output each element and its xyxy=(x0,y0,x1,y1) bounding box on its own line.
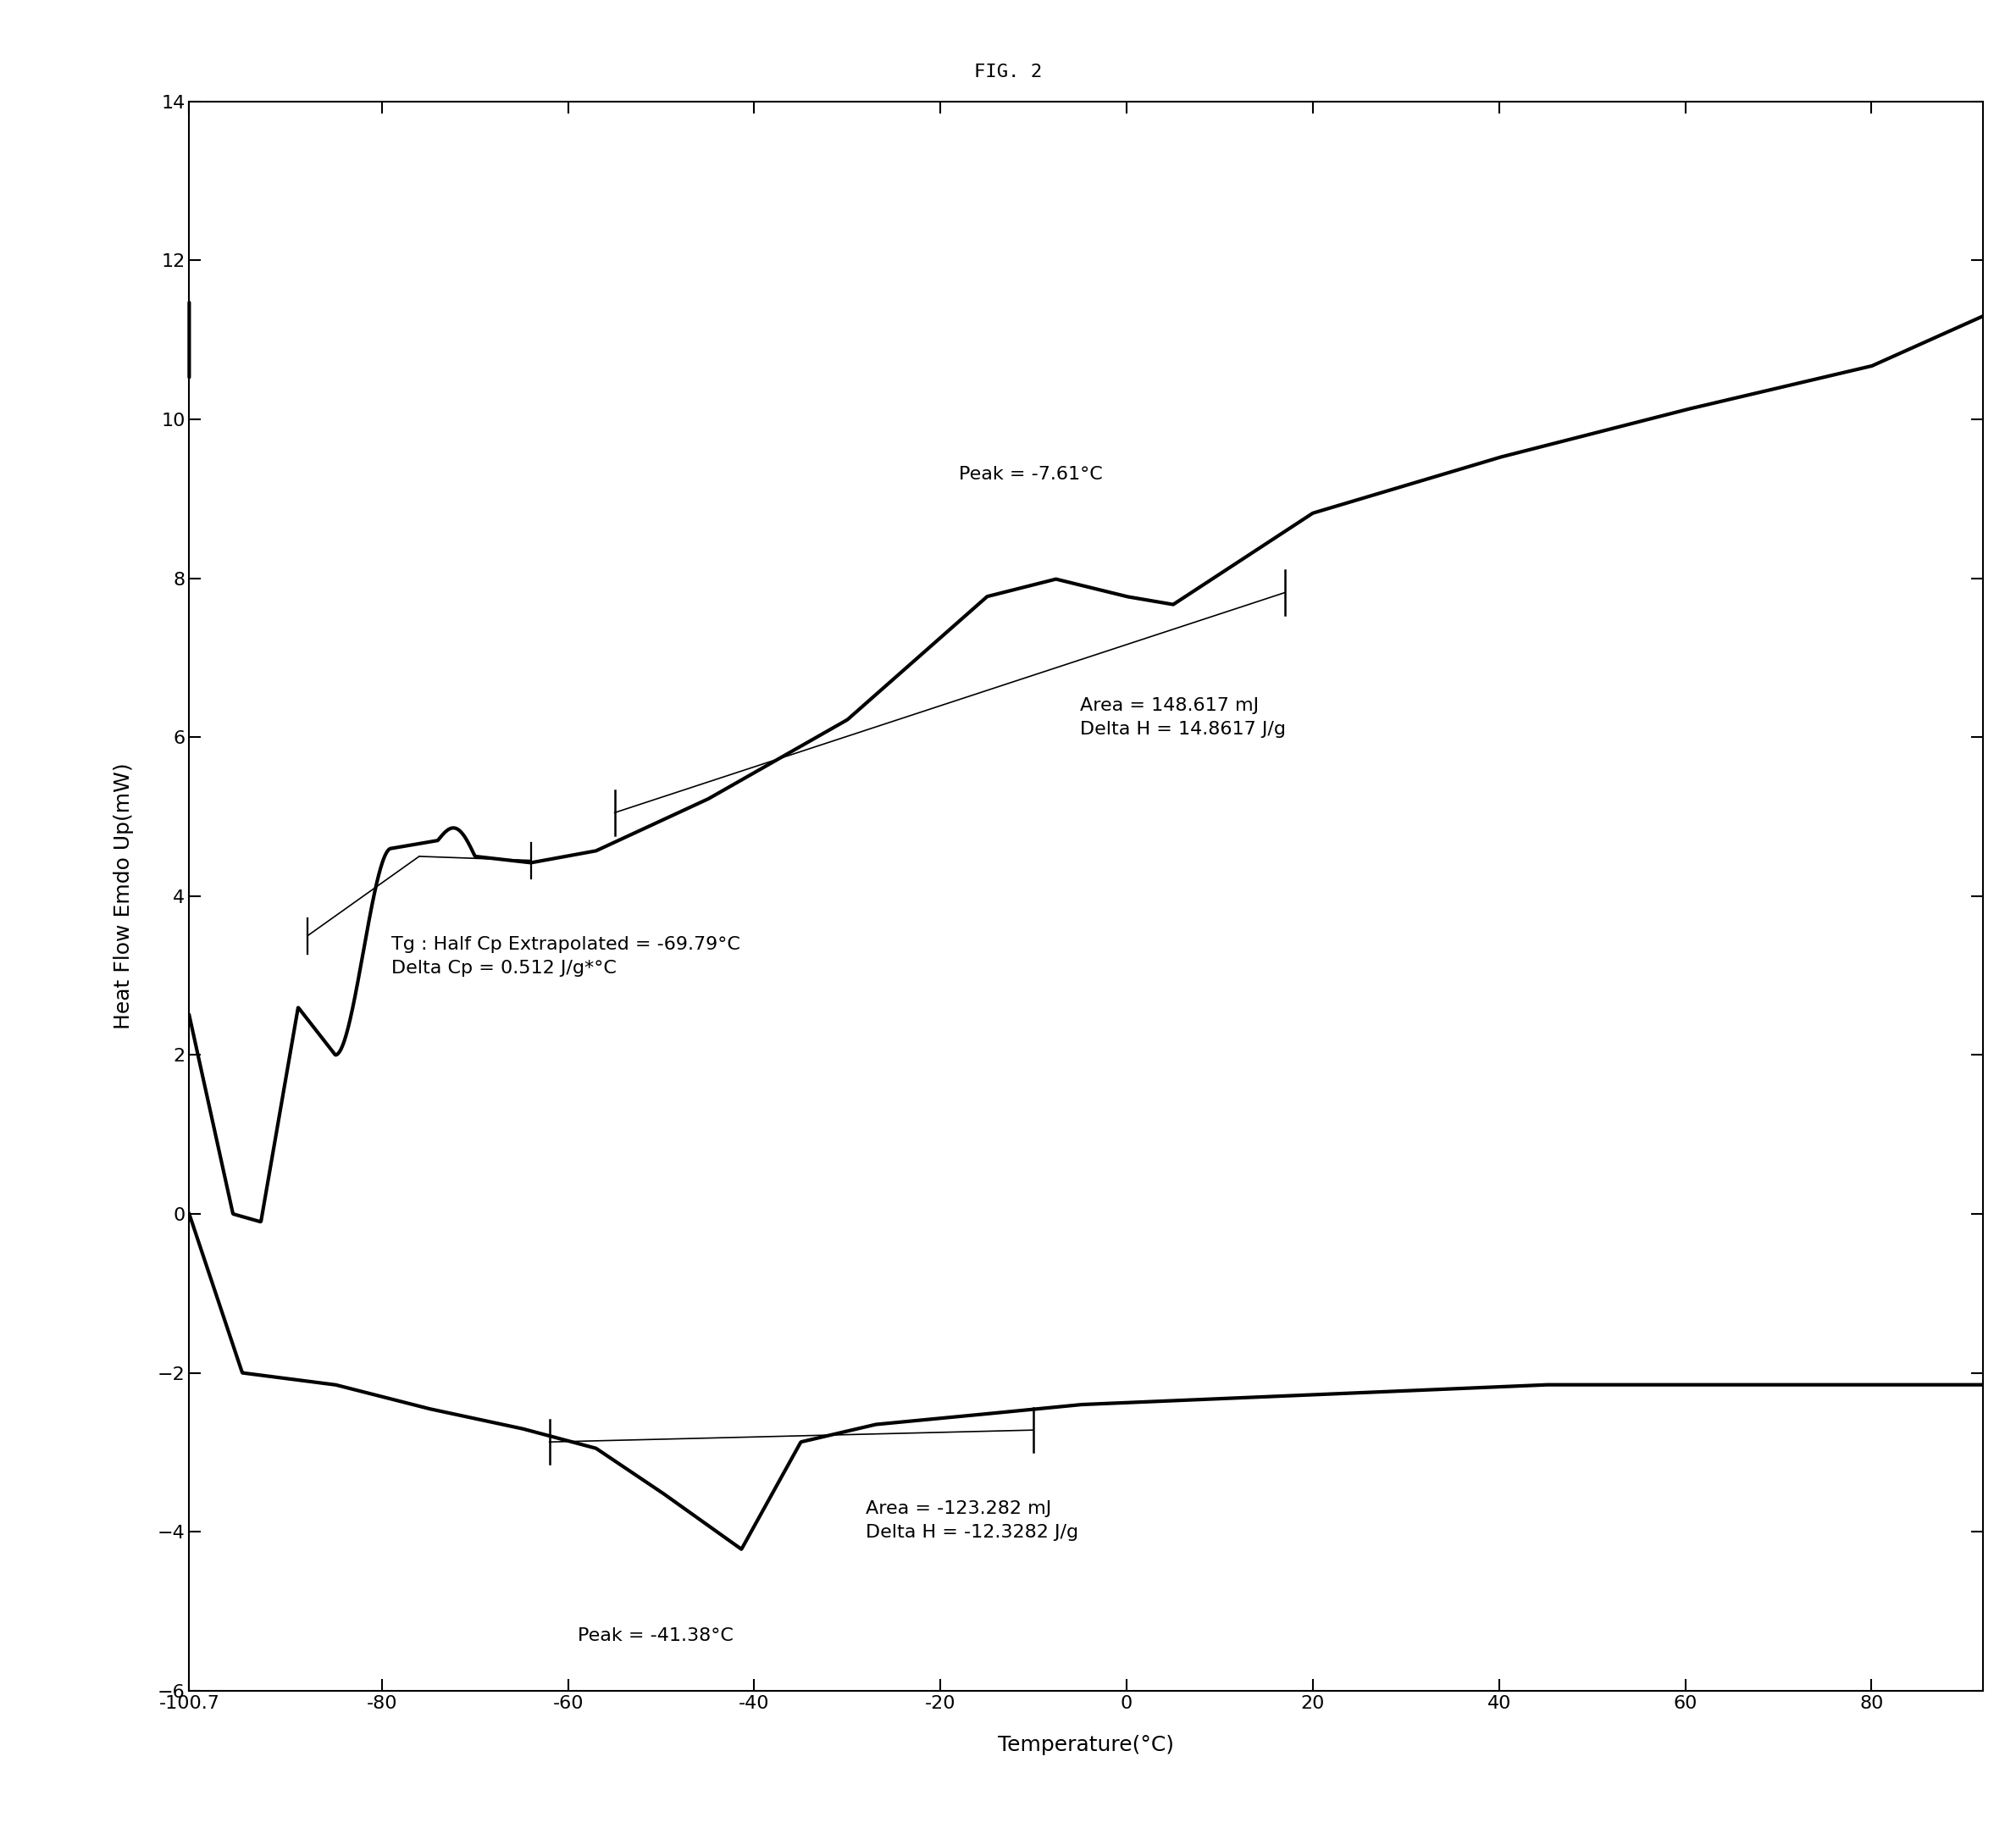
Text: Peak = -7.61°C: Peak = -7.61°C xyxy=(960,467,1103,483)
Text: Peak = -41.38°C: Peak = -41.38°C xyxy=(577,1628,734,1644)
Text: FIG. 2: FIG. 2 xyxy=(974,64,1042,80)
X-axis label: Temperature(°C): Temperature(°C) xyxy=(998,1735,1173,1756)
Text: Tg : Half Cp Extrapolated = -69.79°C
Delta Cp = 0.512 J/g*°C: Tg : Half Cp Extrapolated = -69.79°C Del… xyxy=(391,935,740,977)
Text: Area = 148.617 mJ
Delta H = 14.8617 J/g: Area = 148.617 mJ Delta H = 14.8617 J/g xyxy=(1081,698,1286,738)
Text: Area = -123.282 mJ
Delta H = -12.3282 J/g: Area = -123.282 mJ Delta H = -12.3282 J/… xyxy=(867,1500,1079,1540)
Y-axis label: Heat Flow Emdo Up(mW): Heat Flow Emdo Up(mW) xyxy=(113,762,133,1030)
